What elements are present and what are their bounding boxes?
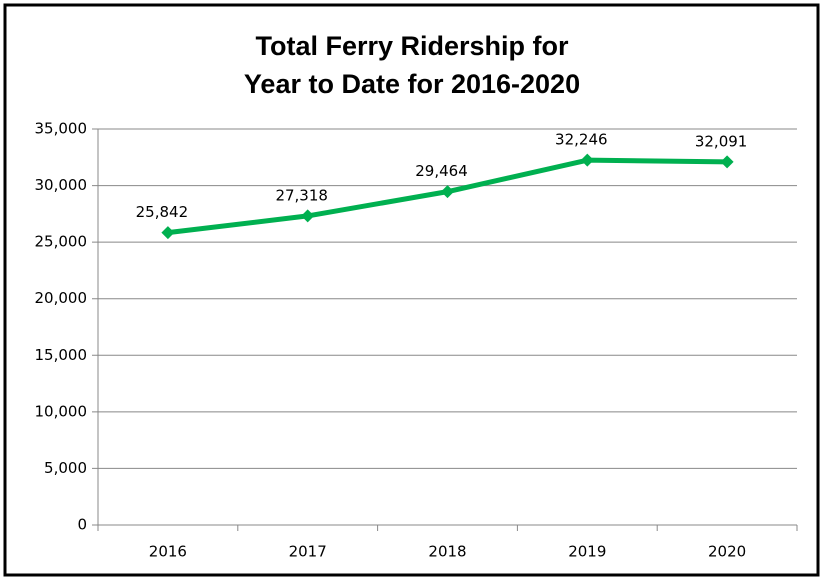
data-label: 32,091 bbox=[695, 132, 748, 150]
x-tick-label: 2020 bbox=[708, 543, 746, 561]
y-tick-label: 35,000 bbox=[35, 120, 88, 138]
marker bbox=[580, 153, 594, 167]
x-tick-label: 2018 bbox=[428, 543, 466, 561]
y-tick-label: 10,000 bbox=[35, 402, 88, 420]
x-tick-label: 2017 bbox=[289, 543, 327, 561]
chart-border bbox=[3, 3, 820, 577]
y-tick-label: 20,000 bbox=[35, 289, 88, 307]
marker bbox=[161, 226, 175, 240]
y-tick-label: 25,000 bbox=[35, 233, 88, 251]
marker bbox=[301, 209, 315, 223]
y-tick-label: 15,000 bbox=[35, 346, 88, 364]
y-tick-label: 5,000 bbox=[44, 459, 87, 477]
y-tick-label: 0 bbox=[77, 516, 87, 534]
y-tick-label: 30,000 bbox=[35, 176, 88, 194]
data-label: 25,842 bbox=[136, 203, 189, 221]
marker bbox=[441, 185, 454, 199]
marker bbox=[720, 155, 734, 169]
x-tick-label: 2016 bbox=[149, 543, 187, 561]
data-label: 29,464 bbox=[415, 162, 468, 180]
x-tick-label: 2019 bbox=[568, 543, 606, 561]
chart-title: Total Ferry Ridership for bbox=[255, 31, 569, 61]
data-label: 27,318 bbox=[275, 186, 328, 204]
data-label: 32,246 bbox=[555, 131, 608, 149]
chart-title: Year to Date for 2016-2020 bbox=[244, 69, 580, 99]
